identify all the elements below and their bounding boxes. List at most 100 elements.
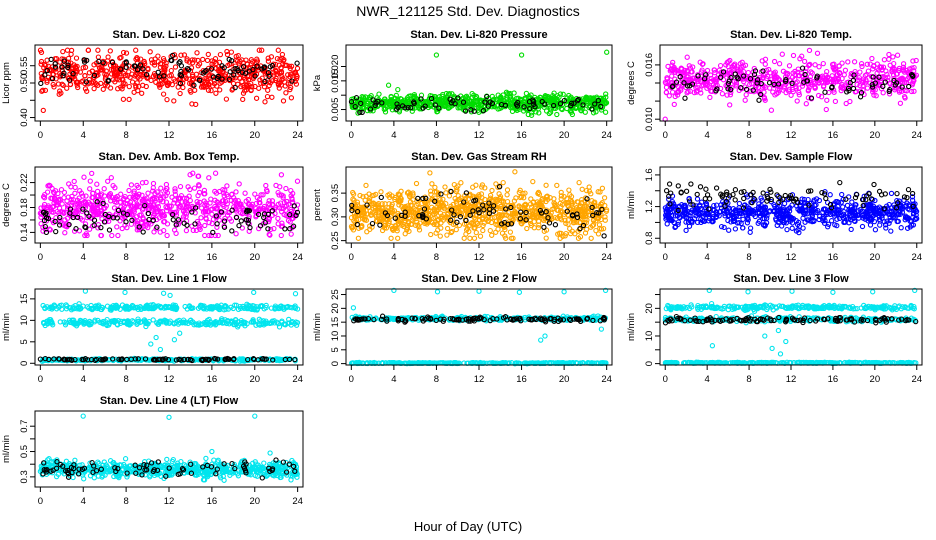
x-tick-label: 16 bbox=[207, 252, 218, 263]
data-point bbox=[275, 47, 281, 53]
data-point bbox=[890, 54, 896, 60]
data-point bbox=[473, 229, 479, 236]
data-point bbox=[832, 98, 839, 105]
data-point bbox=[103, 68, 109, 74]
data-point bbox=[139, 90, 145, 96]
data-point bbox=[442, 184, 448, 190]
data-point bbox=[828, 79, 835, 85]
data-point bbox=[420, 105, 426, 111]
data-point bbox=[500, 179, 506, 186]
data-point bbox=[429, 93, 435, 99]
y-tick-label: 0.14 bbox=[19, 223, 30, 242]
y-tick-label: 0.22 bbox=[19, 173, 30, 192]
data-point bbox=[886, 56, 892, 62]
data-point bbox=[733, 81, 740, 87]
data-point bbox=[91, 62, 97, 68]
y-tick-label: 0.55 bbox=[19, 56, 30, 75]
data-point bbox=[117, 55, 123, 61]
data-point bbox=[735, 76, 741, 82]
data-point bbox=[223, 96, 230, 102]
data-point bbox=[86, 80, 92, 86]
data-point bbox=[557, 101, 564, 107]
data-point bbox=[408, 105, 414, 111]
data-point bbox=[568, 109, 575, 115]
data-point bbox=[831, 89, 837, 95]
data-point bbox=[869, 55, 875, 62]
x-tick-label: 0 bbox=[38, 252, 43, 263]
data-point bbox=[65, 64, 71, 71]
data-point bbox=[872, 227, 879, 233]
data-point bbox=[428, 231, 434, 238]
data-point bbox=[265, 58, 272, 64]
data-point bbox=[209, 211, 215, 217]
data-point bbox=[530, 178, 536, 185]
data-point bbox=[766, 80, 773, 86]
data-point bbox=[235, 68, 241, 74]
data-point bbox=[202, 69, 208, 75]
data-point bbox=[908, 88, 915, 95]
data-point bbox=[664, 76, 671, 82]
data-point bbox=[258, 80, 264, 86]
data-point bbox=[170, 217, 176, 223]
data-point bbox=[579, 105, 585, 111]
data-point bbox=[155, 59, 161, 65]
data-point bbox=[259, 47, 265, 53]
data-point bbox=[743, 86, 750, 93]
data-point bbox=[227, 69, 233, 75]
data-point bbox=[850, 77, 857, 84]
data-point bbox=[128, 182, 135, 188]
data-point bbox=[83, 79, 90, 85]
data-point bbox=[841, 72, 847, 78]
data-point bbox=[269, 94, 275, 100]
data-point bbox=[202, 232, 208, 239]
data-point bbox=[277, 70, 283, 76]
data-point bbox=[96, 58, 102, 65]
data-point bbox=[869, 81, 875, 88]
data-point bbox=[552, 222, 559, 228]
data-point bbox=[788, 92, 794, 98]
x-tick-label: 16 bbox=[516, 130, 527, 141]
data-point bbox=[761, 94, 768, 101]
data-point bbox=[211, 59, 217, 65]
data-point bbox=[871, 181, 877, 188]
data-point bbox=[164, 96, 170, 103]
y-tick-label: 0.020 bbox=[330, 55, 341, 79]
data-point bbox=[737, 61, 743, 67]
data-point bbox=[85, 47, 91, 53]
data-point bbox=[288, 95, 295, 101]
data-point bbox=[853, 88, 859, 95]
data-point bbox=[876, 74, 882, 80]
data-point bbox=[683, 188, 690, 194]
data-point bbox=[245, 76, 252, 83]
y-tick-label: 0.015 bbox=[330, 69, 341, 93]
data-point bbox=[691, 75, 697, 81]
data-point bbox=[181, 52, 188, 58]
data-point bbox=[682, 95, 688, 101]
data-point bbox=[359, 94, 365, 100]
data-point bbox=[203, 67, 209, 74]
data-point bbox=[256, 47, 262, 53]
data-point bbox=[831, 61, 837, 67]
data-point bbox=[147, 49, 153, 55]
data-point bbox=[663, 84, 670, 91]
data-point bbox=[226, 76, 233, 82]
data-point bbox=[375, 98, 381, 104]
data-point bbox=[155, 53, 161, 59]
panel-title: Stan. Dev. Line 1 Flow bbox=[111, 273, 227, 285]
data-point bbox=[200, 84, 206, 90]
data-point bbox=[867, 222, 874, 228]
data-point bbox=[70, 71, 76, 77]
data-point bbox=[898, 225, 904, 231]
data-point bbox=[880, 83, 886, 90]
data-point bbox=[217, 87, 223, 93]
data-point bbox=[89, 170, 95, 177]
data-point bbox=[395, 235, 401, 241]
data-point bbox=[62, 230, 68, 236]
data-point bbox=[44, 77, 50, 84]
data-point bbox=[52, 61, 58, 67]
figure-title: NWR_121125 Std. Dev. Diagnostics bbox=[356, 3, 580, 19]
data-point bbox=[38, 80, 44, 87]
x-tick-label: 8 bbox=[123, 252, 128, 263]
data-point bbox=[59, 209, 66, 215]
